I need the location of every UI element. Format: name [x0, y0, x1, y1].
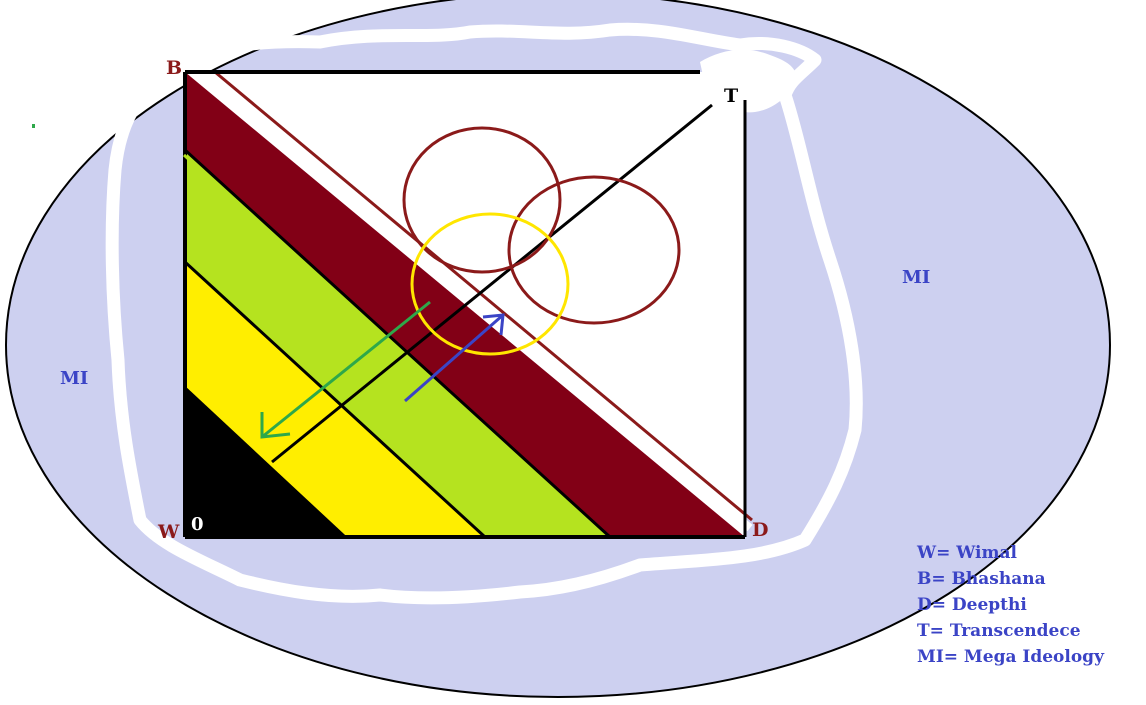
yellow-circle — [410, 212, 570, 356]
label-mi-right: MI — [902, 267, 930, 288]
band-divider-2 — [183, 260, 487, 539]
label-zero: 0 — [191, 514, 204, 535]
blue-arrow-shaft — [404, 313, 504, 403]
green-tick-mark — [182, 153, 222, 190]
label-mi-left: MI — [60, 368, 88, 389]
label-w: W — [157, 521, 180, 543]
label-b: B — [166, 57, 182, 79]
band-divider-3 — [183, 386, 347, 539]
maroon-parallel-line — [214, 70, 753, 522]
legend-item-d: D= Deepthi — [917, 595, 1027, 615]
legend-item-t: T= Transcendece — [917, 621, 1081, 641]
green-arrow-shaft — [261, 300, 431, 439]
legend-item-mi: MI= Mega Ideology — [917, 647, 1105, 667]
legend-item-b: B= Bhashana — [917, 569, 1046, 589]
label-d: D — [752, 519, 768, 541]
white-blob-outline — [105, 22, 863, 605]
blue-arrow-head — [482, 313, 505, 336]
maroon-circle-right — [507, 175, 681, 325]
legend: W= Wimal B= Bhashana D= Deepthi T= Trans… — [916, 543, 1105, 667]
label-t: T — [724, 85, 738, 107]
band-divider-1 — [183, 148, 612, 539]
legend-item-w: W= Wimal — [916, 543, 1018, 563]
green-arrow-head — [260, 412, 291, 439]
white-blob-spill — [700, 49, 797, 113]
maroon-circle-upper — [402, 126, 562, 274]
transcendence-line — [271, 103, 713, 464]
green-dot — [32, 124, 35, 128]
